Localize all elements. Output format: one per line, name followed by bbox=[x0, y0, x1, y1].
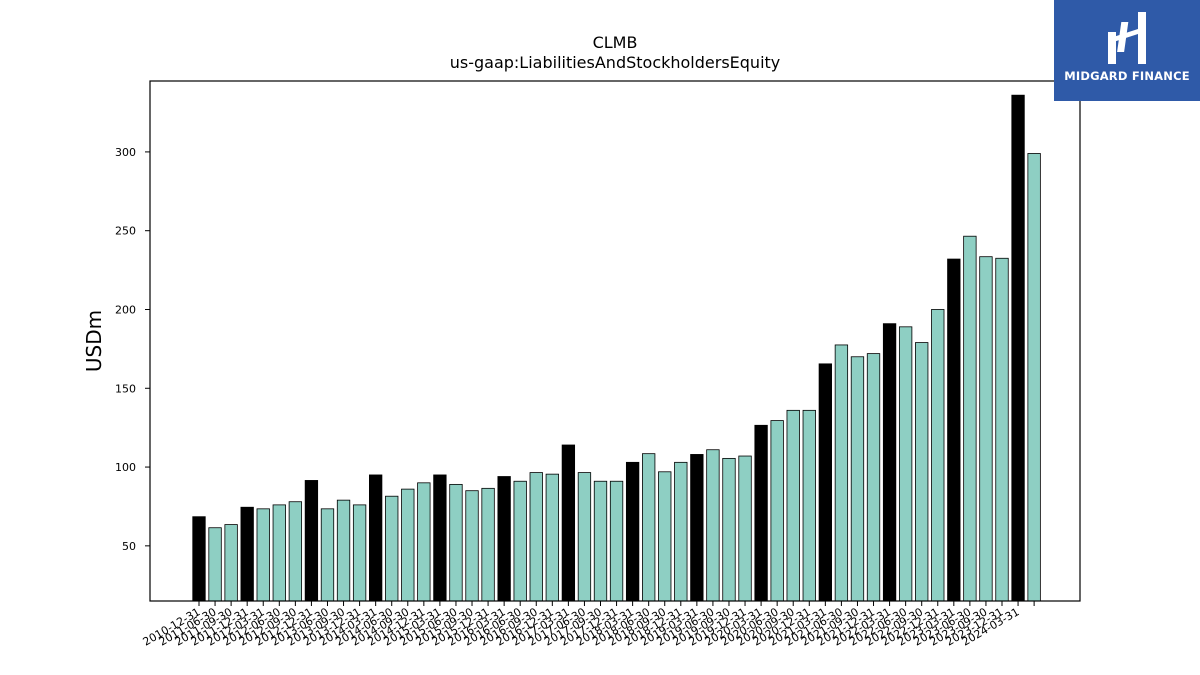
bar bbox=[722, 457, 736, 602]
bar bbox=[449, 483, 463, 602]
bar bbox=[593, 480, 608, 602]
y-tick-label: 150 bbox=[115, 382, 136, 395]
bar bbox=[1027, 153, 1041, 602]
bar bbox=[529, 472, 543, 602]
chart-subtitle: us-gaap:LiabilitiesAndStockholdersEquity bbox=[450, 53, 781, 72]
y-tick-label: 250 bbox=[115, 225, 136, 238]
midgard-logo-icon bbox=[1108, 12, 1146, 64]
x-axis-ticks: 2010-12-312011-06-302011-09-302011-12-31… bbox=[141, 601, 1035, 649]
bar bbox=[1011, 94, 1025, 602]
bar bbox=[465, 490, 479, 602]
bar bbox=[256, 508, 270, 602]
bar bbox=[834, 344, 849, 602]
bar bbox=[658, 471, 672, 602]
bar bbox=[866, 353, 881, 602]
bar bbox=[931, 309, 945, 602]
plot-frame bbox=[149, 80, 1081, 602]
y-axis-label: USDm bbox=[82, 310, 106, 372]
bar bbox=[513, 480, 527, 602]
bar bbox=[352, 504, 367, 602]
y-tick-label: 200 bbox=[115, 303, 136, 316]
bar bbox=[272, 504, 286, 602]
bar bbox=[690, 454, 704, 602]
bar bbox=[802, 409, 816, 602]
bar bbox=[625, 461, 640, 602]
bar bbox=[786, 409, 800, 602]
bar bbox=[433, 474, 447, 602]
bar bbox=[995, 257, 1009, 602]
bar bbox=[224, 524, 238, 602]
bar bbox=[738, 455, 752, 602]
bar bbox=[561, 444, 576, 602]
bar bbox=[385, 495, 399, 602]
bar bbox=[401, 488, 415, 602]
bar bbox=[674, 461, 688, 602]
bar bbox=[963, 235, 977, 602]
bar bbox=[481, 487, 495, 602]
bar bbox=[818, 363, 832, 602]
bar bbox=[417, 482, 431, 602]
bar bbox=[208, 527, 222, 602]
bar bbox=[304, 480, 319, 602]
bar bbox=[240, 506, 254, 602]
bar bbox=[706, 449, 720, 602]
brand-logo: MIDGARD FINANCE bbox=[1054, 0, 1200, 101]
bar bbox=[898, 326, 913, 602]
chart-title: CLMB bbox=[593, 33, 638, 52]
y-tick-label: 300 bbox=[115, 146, 136, 159]
bars-group bbox=[192, 94, 1041, 602]
bar bbox=[545, 473, 559, 602]
bar bbox=[336, 499, 351, 602]
bar bbox=[915, 342, 929, 602]
bar bbox=[850, 356, 865, 602]
bar bbox=[754, 424, 768, 602]
bar bbox=[979, 256, 993, 602]
bar bbox=[609, 480, 624, 602]
bar bbox=[497, 476, 511, 602]
y-tick-label: 100 bbox=[115, 461, 136, 474]
brand-name: MIDGARD FINANCE bbox=[1064, 69, 1190, 83]
bar bbox=[770, 420, 784, 602]
bar bbox=[320, 508, 335, 602]
bar bbox=[192, 516, 206, 602]
y-tick-label: 50 bbox=[122, 540, 136, 553]
bar bbox=[947, 258, 961, 602]
bar bbox=[642, 453, 656, 602]
bar bbox=[369, 474, 383, 602]
bar bbox=[882, 323, 897, 602]
bar bbox=[577, 472, 592, 602]
y-axis-ticks: 50 100 150 200 250 300 bbox=[115, 146, 150, 553]
bar bbox=[288, 501, 303, 602]
